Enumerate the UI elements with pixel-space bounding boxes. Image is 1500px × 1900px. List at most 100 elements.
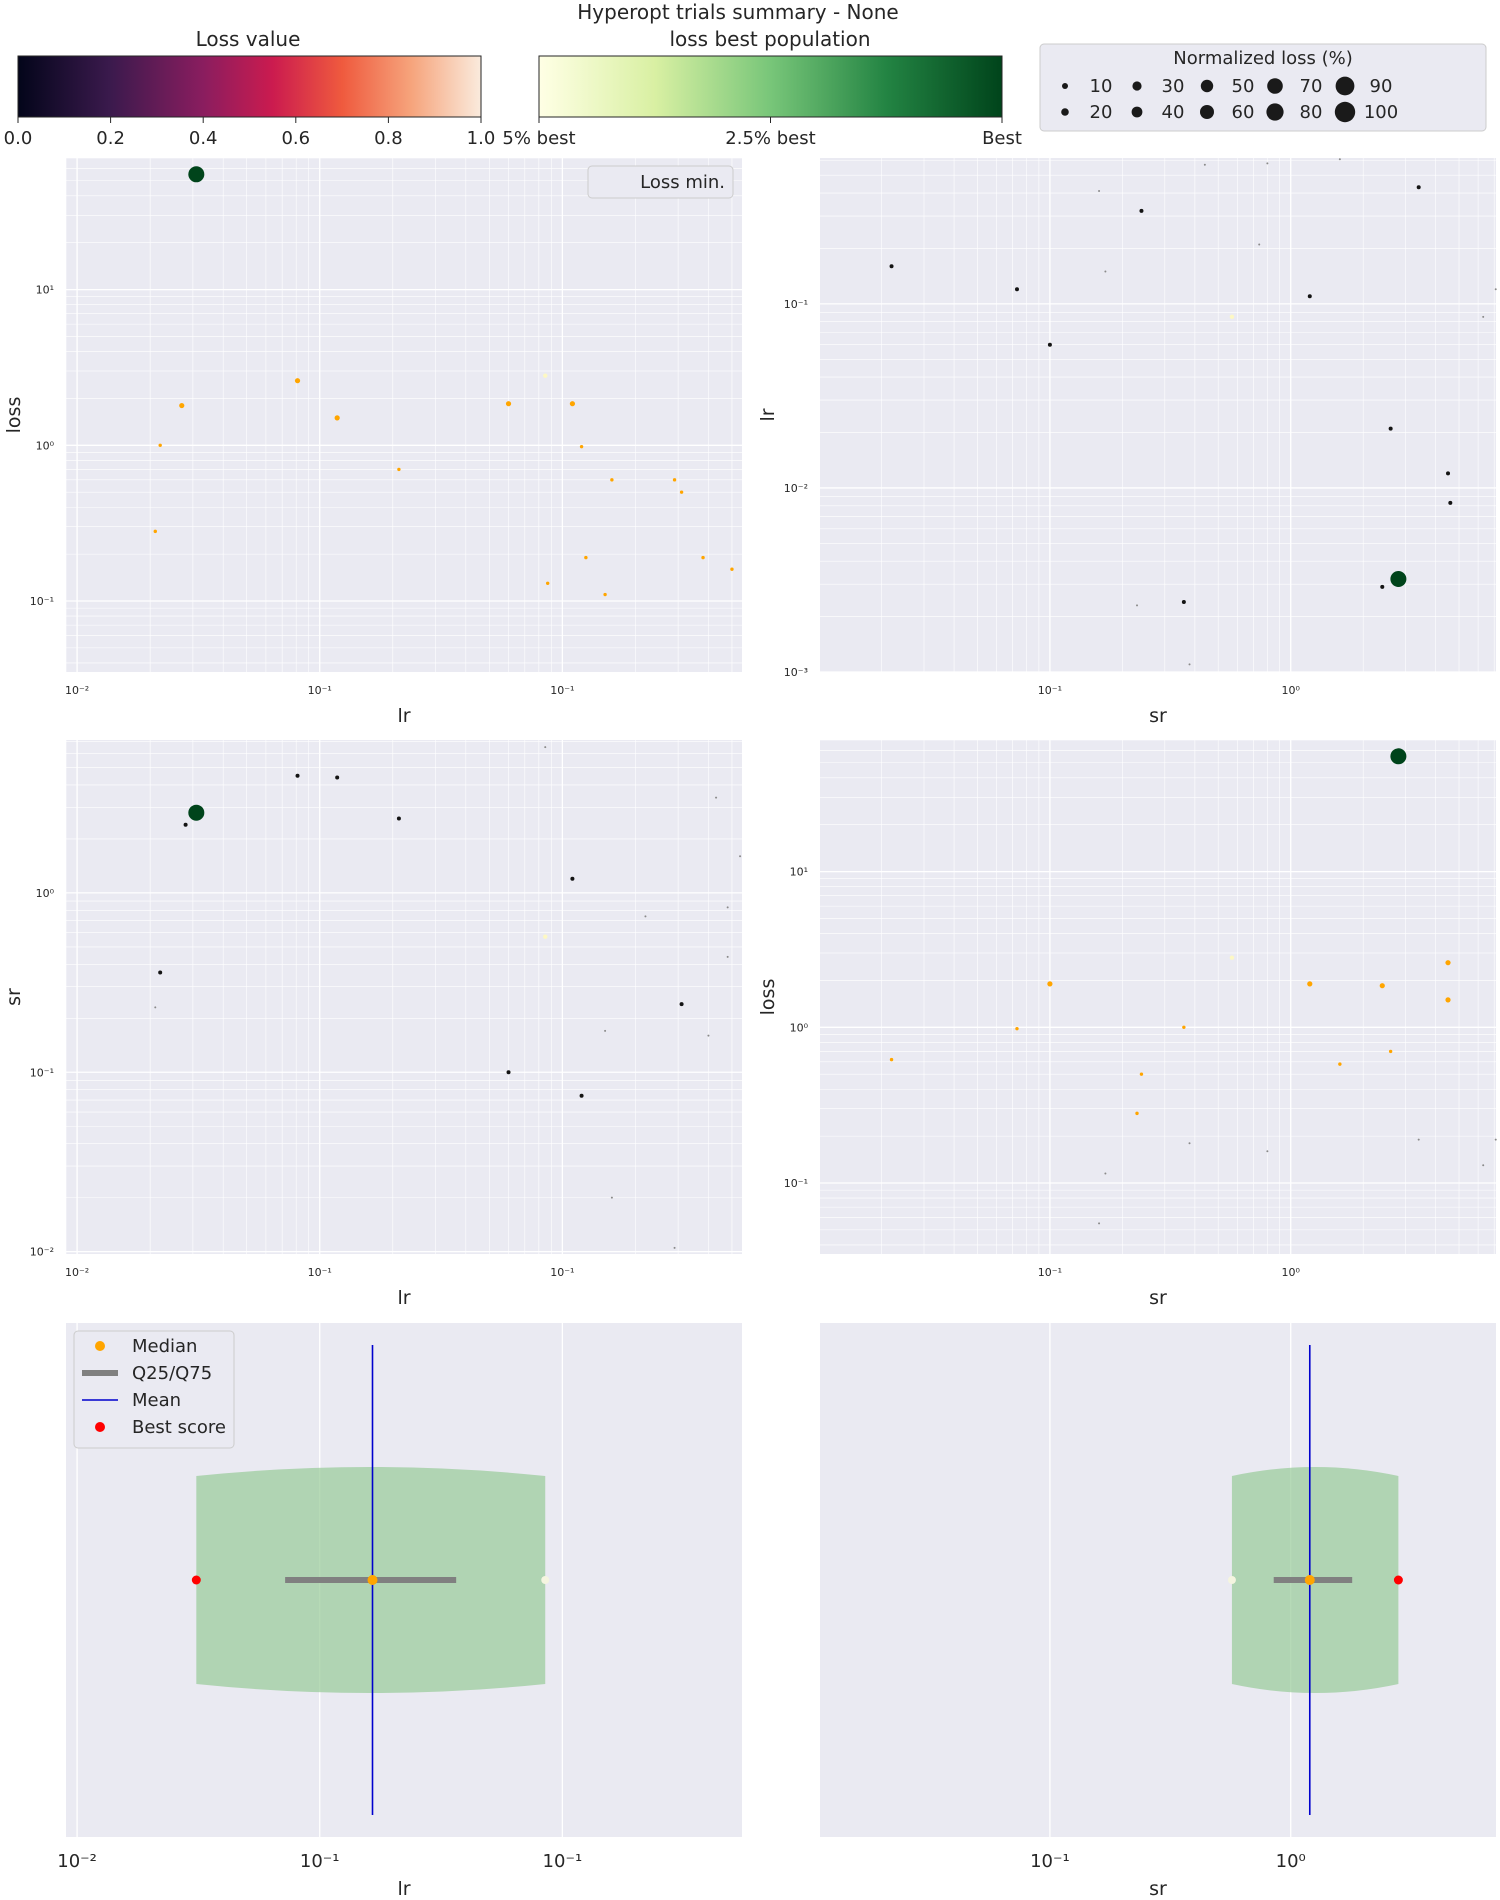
scatter-point	[889, 1057, 894, 1062]
x-axis-label: lr	[397, 705, 410, 727]
size-legend-label: 50	[1232, 76, 1255, 97]
scatter-point	[1203, 163, 1206, 166]
scatter-point	[1416, 185, 1421, 190]
scatter-point	[673, 1246, 676, 1249]
axes-background	[820, 740, 1496, 1254]
scatter-point	[1388, 426, 1393, 431]
distribution-legend: Median Q25/Q75 Mean Best score	[73, 1330, 235, 1449]
x-tick-label: 10⁻¹	[308, 1266, 332, 1279]
scatter-point	[396, 816, 401, 821]
size-legend-marker	[1061, 108, 1069, 116]
panel-sr-distribution: 10⁻¹ 10⁰ sr	[820, 1323, 1496, 1900]
y-tick-label: 10⁻¹	[30, 1066, 54, 1079]
scatter-point	[730, 567, 734, 571]
size-legend-label: 40	[1162, 102, 1185, 123]
size-legend-label: 10	[1090, 76, 1113, 97]
colorbar-loss-tick-label: 0.4	[189, 128, 218, 149]
axes-background	[820, 158, 1496, 672]
x-tick-label: 10⁻¹	[543, 1851, 583, 1872]
legend-label: Q25/Q75	[132, 1363, 212, 1384]
y-tick-label: 10⁰	[790, 1021, 809, 1034]
axes-background	[66, 740, 742, 1254]
size-legend-label: 100	[1364, 102, 1398, 123]
scatter-point	[295, 773, 300, 778]
colorbar-best-gradient	[538, 55, 1003, 118]
extreme-point	[1227, 1576, 1236, 1584]
scatter-point	[1338, 1062, 1342, 1066]
scatter-point	[334, 415, 340, 421]
scatter-point	[1104, 1172, 1107, 1175]
colorbar-best-tick-label: 5% best	[502, 128, 575, 149]
scatter-point	[679, 490, 684, 494]
colorbar-loss-tick-label: 0.8	[374, 128, 403, 149]
scatter-point	[154, 1006, 157, 1009]
scatter-point	[543, 373, 548, 378]
x-tick-label: 10⁻¹	[1030, 1851, 1070, 1872]
scatter-point	[1417, 1138, 1420, 1141]
legend-median-marker	[95, 1341, 105, 1351]
scatter-point	[701, 555, 705, 560]
loss-min-legend-label: Loss min.	[640, 172, 725, 193]
legend-box	[73, 1330, 235, 1449]
y-tick-label: 10⁻¹	[30, 595, 54, 608]
size-legend-marker	[1267, 78, 1283, 94]
axes-background	[66, 158, 742, 672]
size-legend-label: 70	[1300, 76, 1323, 97]
y-axis-label: loss	[757, 979, 779, 1016]
gridlines	[65, 157, 742, 672]
best-point	[1390, 571, 1407, 588]
scatter-points	[154, 746, 742, 1249]
gridlines	[820, 739, 1496, 1254]
size-legend-marker	[1062, 83, 1068, 89]
scatter-point	[1482, 1164, 1485, 1167]
best-point	[1390, 748, 1407, 765]
y-tick-label: 10⁻²	[784, 482, 808, 495]
scatter-point	[153, 529, 157, 534]
scatter-point	[183, 822, 188, 827]
scatter-point	[569, 401, 576, 407]
scatter-point	[1494, 288, 1497, 291]
size-legend-marker	[1132, 81, 1142, 91]
scatter-point	[545, 581, 550, 585]
scatter-point	[1258, 243, 1261, 246]
scatter-point	[1104, 270, 1107, 273]
scatter-point	[644, 915, 647, 918]
scatter-point	[579, 444, 584, 449]
x-tick-label: 10⁻²	[65, 684, 89, 697]
scatter-point	[294, 378, 301, 384]
best-score-point	[191, 1575, 201, 1585]
panel-loss-vs-lr: 10⁻² 10⁻¹ 10⁻¹ lr 10⁻¹ 10⁰ 10¹ loss Loss min.	[3, 157, 742, 727]
scatter-point	[1136, 604, 1139, 607]
scatter-point	[1482, 315, 1485, 318]
size-legend-label: 30	[1162, 76, 1185, 97]
scatter-point	[889, 264, 894, 269]
best-point	[188, 804, 205, 821]
scatter-point	[1135, 1111, 1139, 1116]
y-tick-label: 10⁰	[36, 887, 55, 900]
scatter-point	[1448, 500, 1453, 505]
scatter-point	[1098, 1222, 1101, 1225]
colorbar-loss-tick-label: 1.0	[467, 128, 496, 149]
x-tick-label: 10⁻¹	[300, 1851, 340, 1872]
scatter-point	[1445, 960, 1451, 966]
x-tick-label: 10⁻²	[57, 1851, 97, 1872]
best-score-point	[1393, 1575, 1403, 1585]
scatter-point	[158, 970, 163, 975]
median-point	[1304, 1575, 1315, 1585]
scatter-point	[1047, 981, 1053, 987]
figure-title: Hyperopt trials summary - None	[577, 0, 898, 24]
size-legend-marker	[1266, 103, 1284, 121]
y-tick-label: 10¹	[790, 866, 808, 879]
median-point	[367, 1575, 378, 1585]
x-axis-label: lr	[397, 1287, 410, 1309]
scatter-point	[715, 796, 718, 799]
y-tick-label: 10¹	[36, 284, 54, 297]
scatter-point	[610, 1196, 613, 1199]
colorbar-loss-tick-label: 0.0	[4, 128, 33, 149]
scatter-point	[579, 1093, 584, 1098]
scatter-point	[584, 555, 588, 560]
size-legend-label: 80	[1300, 102, 1323, 123]
colorbar-best-tick-label: Best	[982, 128, 1022, 149]
x-tick-label: 10⁰	[1282, 684, 1301, 697]
scatter-point	[1266, 1150, 1269, 1153]
